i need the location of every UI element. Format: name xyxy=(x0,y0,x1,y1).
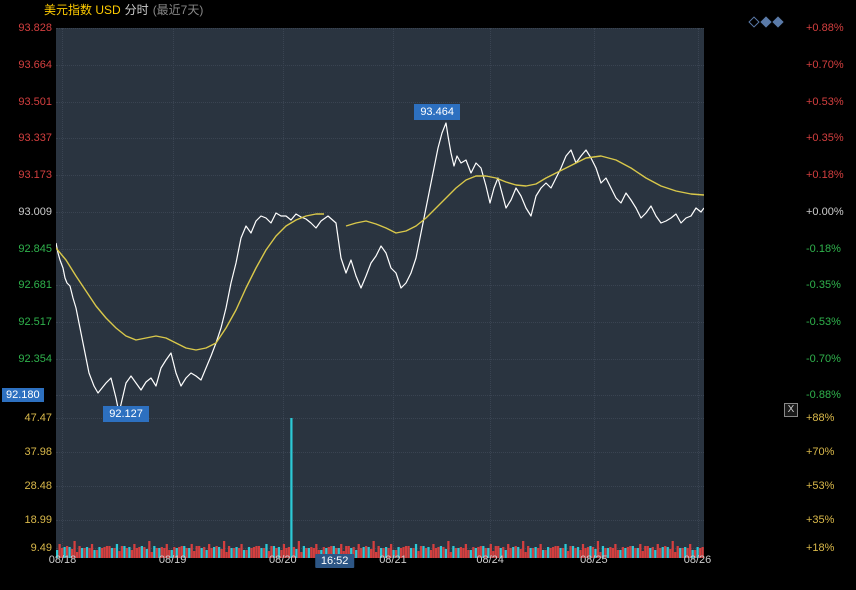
y-right-tick: -0.88% xyxy=(806,389,856,401)
close-panel-button[interactable]: X xyxy=(784,403,798,417)
y-axis-right: +0.88%+0.70%+0.53%+0.35%+0.18%+0.00%-0.1… xyxy=(802,28,856,558)
y-left-tick: 93.009 xyxy=(0,206,52,218)
y-left-tick: 92.681 xyxy=(0,279,52,291)
min-price-label: 92.127 xyxy=(103,406,149,422)
y-right-vol-tick: +70% xyxy=(806,446,856,458)
symbol-title: 美元指数 USD xyxy=(44,1,121,18)
y-left-vol-tick: 47.47 xyxy=(0,412,52,424)
y-right-tick: +0.18% xyxy=(806,169,856,181)
y-right-vol-tick: +35% xyxy=(806,514,856,526)
y-right-vol-tick: +18% xyxy=(806,542,856,554)
y-right-vol-tick: +88% xyxy=(806,412,856,424)
y-left-tick: 92.517 xyxy=(0,316,52,328)
chart-container: 92.127 93.464 93.828 93.664 93.501 93.337 93… xyxy=(0,18,856,570)
x-tick: 08/19 xyxy=(159,554,187,566)
y-right-tick: -0.53% xyxy=(806,316,856,328)
y-right-tick: +0.70% xyxy=(806,59,856,71)
y-left-vol-tick: 28.48 xyxy=(0,480,52,492)
y-right-tick: -0.70% xyxy=(806,353,856,365)
y-left-vol-tick: 9.49 xyxy=(0,542,52,554)
y-left-tick: 93.664 xyxy=(0,59,52,71)
period-label: (最近7天) xyxy=(153,1,204,18)
y-right-tick: +0.53% xyxy=(806,96,856,108)
y-left-tick: 92.354 xyxy=(0,353,52,365)
y-right-tick: -0.18% xyxy=(806,243,856,255)
x-tick: 08/21 xyxy=(379,554,407,566)
x-tick: 08/26 xyxy=(684,554,712,566)
y-left-vol-tick: 18.99 xyxy=(0,514,52,526)
max-price-label: 93.464 xyxy=(414,104,460,120)
timeframe-label: 分时 xyxy=(125,1,149,18)
y-right-tick: +0.00% xyxy=(806,206,856,218)
x-tick: 08/24 xyxy=(476,554,504,566)
y-left-tick: 92.845 xyxy=(0,243,52,255)
volume-chart-svg xyxy=(56,28,704,558)
x-tick: 08/20 xyxy=(269,554,297,566)
x-cursor-time: 16:52 xyxy=(315,554,355,568)
y-right-tick: +0.35% xyxy=(806,132,856,144)
x-axis: 08/1808/1908/2016:5208/2108/2408/2508/26 xyxy=(56,554,704,570)
y-right-tick: -0.35% xyxy=(806,279,856,291)
y-left-tick: 93.501 xyxy=(0,96,52,108)
y-left-tick: 93.337 xyxy=(0,132,52,144)
y-axis-left: 93.82893.66493.50193.33793.17393.00992.8… xyxy=(0,28,54,558)
y-left-tick: 92.180 xyxy=(2,388,44,402)
y-right-vol-tick: +53% xyxy=(806,480,856,492)
x-tick: 08/18 xyxy=(49,554,77,566)
y-right-tick: +0.88% xyxy=(806,22,856,34)
y-left-tick: 93.173 xyxy=(0,169,52,181)
plot-area[interactable]: 92.127 93.464 xyxy=(56,28,704,558)
y-left-vol-tick: 37.98 xyxy=(0,446,52,458)
chart-header: 美元指数 USD 分时 (最近7天) xyxy=(0,0,856,18)
x-tick: 08/25 xyxy=(580,554,608,566)
y-left-tick: 93.828 xyxy=(0,22,52,34)
